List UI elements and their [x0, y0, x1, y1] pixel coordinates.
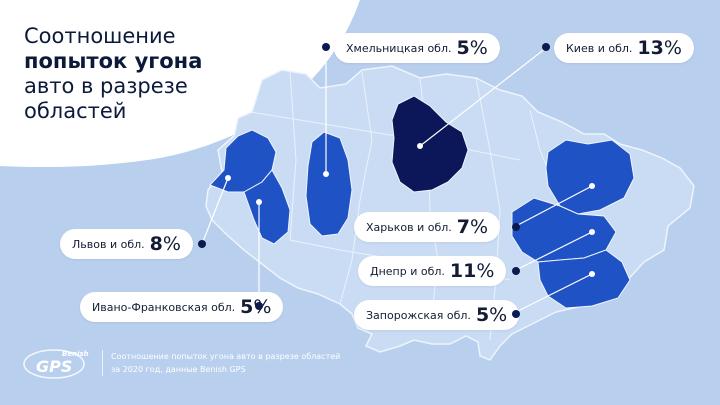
- region-ivano-frankivsk: [243, 169, 291, 245]
- callout-label: Запорожская обл.: [366, 308, 471, 322]
- callout-kyiv: Киев и обл. 13%: [554, 33, 694, 63]
- region-zaporizhzhia: [537, 249, 631, 309]
- callout-label: Киев и обл.: [566, 41, 633, 55]
- callout-value: 5%: [456, 37, 488, 59]
- callout-label: Днепр и обл.: [370, 264, 445, 278]
- callout-kharkiv: Харьков и обл. 7%: [354, 212, 501, 242]
- title-line-3: авто в разрезе: [24, 74, 188, 98]
- leader-kharkiv: [515, 185, 593, 227]
- marker-dnipro: [589, 229, 595, 235]
- callout-dot-lviv: [198, 240, 206, 248]
- title-line-2: попыток угона: [24, 49, 203, 73]
- marker-kharkiv: [589, 183, 595, 189]
- marker-zaporizhzhia: [589, 271, 595, 277]
- region-kyiv: [391, 95, 469, 193]
- callout-value: 7%: [456, 216, 489, 238]
- callout-value: 13%: [637, 37, 682, 59]
- page-title: Соотношение попыток угона авто в разрезе…: [24, 24, 234, 124]
- callout-dot-kyiv: [542, 43, 550, 51]
- callout-label: Ивано-Франковская обл.: [92, 300, 236, 314]
- title-panel: [0, 0, 360, 168]
- footer-note: Соотношение попыток угона авто в разрезе…: [102, 350, 351, 376]
- callout-dot-khmelnytskyi: [322, 43, 330, 51]
- leader-zaporizhzhia: [515, 273, 593, 313]
- callout-ivano-frankivsk: Ивано-Франковская обл. 5%: [80, 292, 284, 322]
- title-line-4: областей: [24, 99, 127, 123]
- footer-line-2: за 2020 год, данные Benish GPS: [111, 365, 246, 374]
- marker-ivano-frankivsk: [256, 199, 262, 205]
- callout-value: 5%: [240, 296, 271, 318]
- region-khmelnytskyi: [305, 131, 353, 237]
- callout-dot-dnipro: [512, 267, 520, 275]
- region-kharkiv: [545, 139, 635, 215]
- benish-gps-logo: Benish GPS: [23, 349, 89, 379]
- leader-lviv: [201, 177, 229, 245]
- callout-zaporizhzhia: Запорожская обл. 5%: [354, 300, 520, 330]
- footer-line-1: Соотношение попыток угона авто в разрезе…: [111, 352, 341, 361]
- callout-dot-kharkiv: [512, 223, 520, 231]
- callout-label: Хмельницкая обл.: [346, 41, 452, 55]
- callout-label: Львов и обл.: [72, 237, 145, 251]
- leader-dnipro: [515, 231, 593, 271]
- callout-dnipro: Днепр и обл. 11%: [358, 256, 507, 286]
- callout-dot-zaporizhzhia: [512, 310, 520, 318]
- leader-kyiv: [419, 47, 547, 147]
- callout-value: 8%: [149, 233, 181, 255]
- callout-value: 5%: [475, 304, 508, 326]
- logo-brand: Benish: [62, 350, 89, 358]
- callout-value: 11%: [449, 260, 495, 282]
- callout-dot-ivano-frankivsk: [255, 302, 263, 310]
- title-line-1: Соотношение: [24, 24, 176, 48]
- marker-lviv: [225, 175, 231, 181]
- logo-text: GPS: [36, 357, 72, 376]
- callout-khmelnytskyi: Хмельницкая обл. 5%: [334, 33, 500, 63]
- callout-lviv: Львов и обл. 8%: [60, 229, 193, 259]
- marker-khmelnytskyi: [323, 171, 329, 177]
- callout-label: Харьков и обл.: [366, 220, 452, 234]
- marker-kyiv: [417, 143, 423, 149]
